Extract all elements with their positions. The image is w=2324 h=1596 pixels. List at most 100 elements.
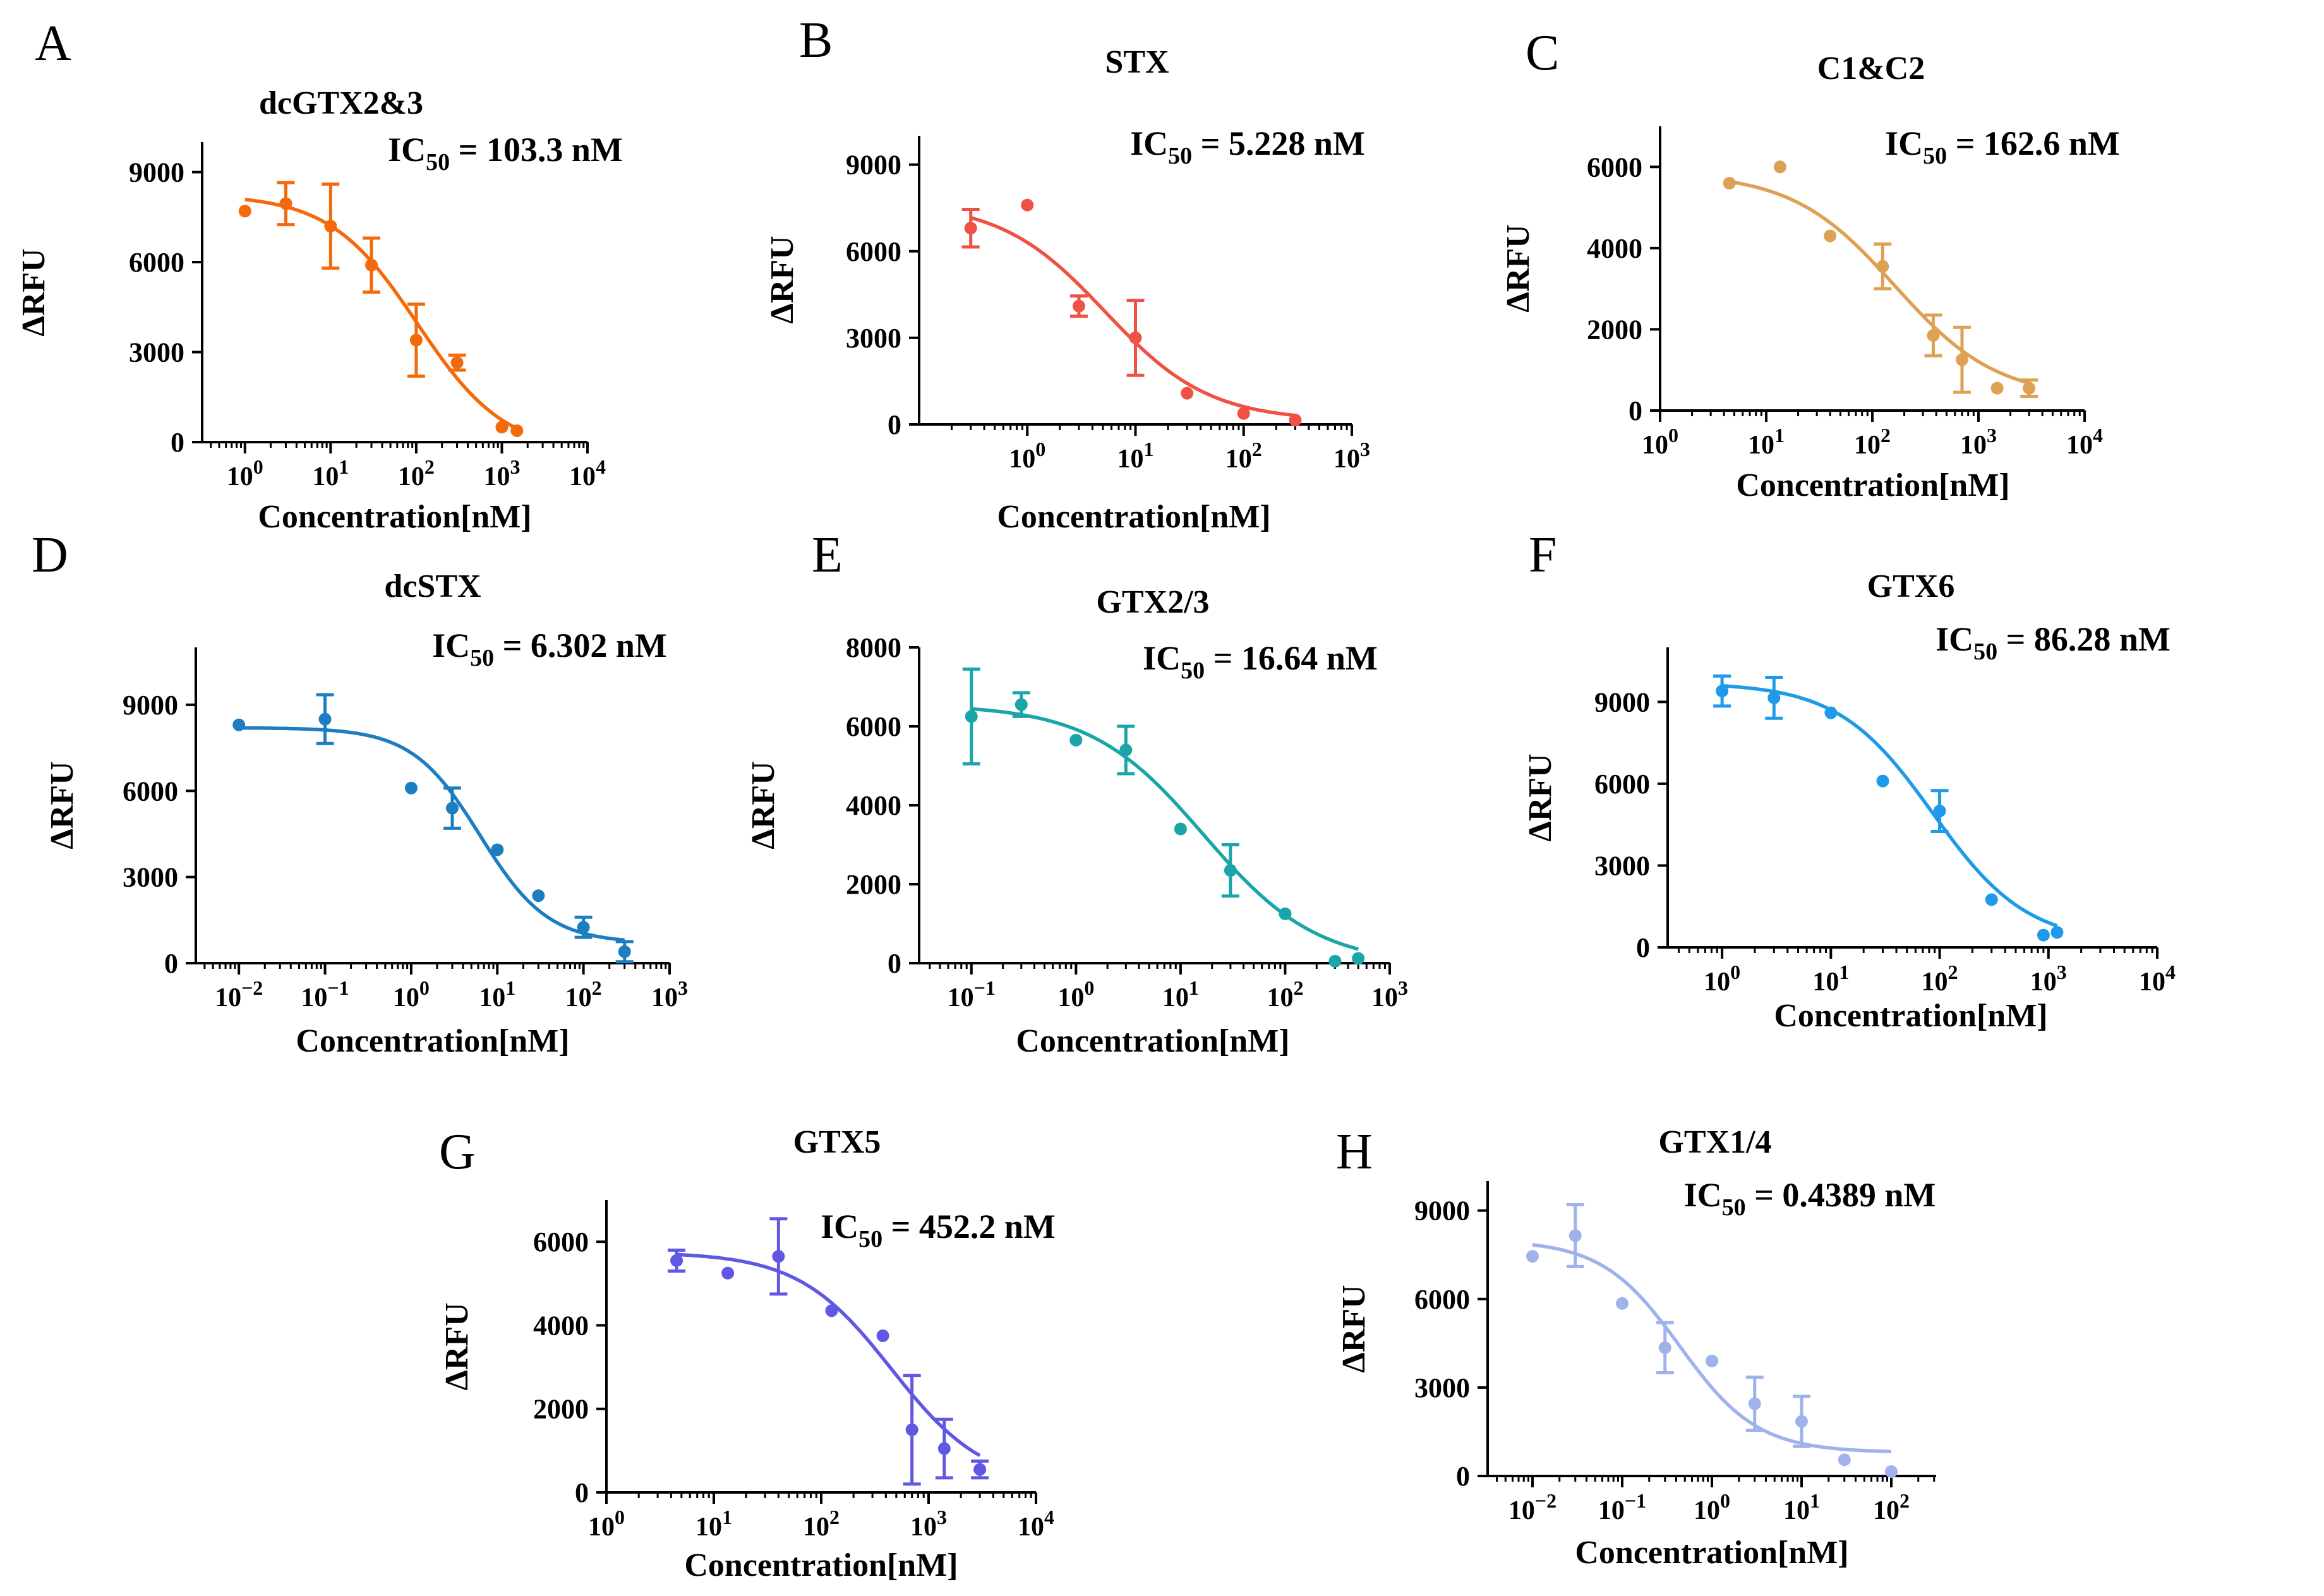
y-tick-label: 6000	[846, 711, 901, 742]
x-tick-label: 103	[1960, 424, 1997, 460]
data-point	[365, 258, 378, 272]
data-point	[1352, 952, 1365, 965]
ic50-subscript: 50	[1168, 143, 1192, 169]
data-point	[409, 333, 423, 347]
y-tick-label: 4000	[533, 1310, 589, 1341]
x-tick-base: 10	[569, 462, 596, 491]
data-point	[1568, 1229, 1582, 1242]
chart-title: dcSTX	[384, 568, 481, 604]
chart-title: dcGTX2&3	[259, 85, 423, 121]
x-tick-base: 10	[301, 983, 327, 1012]
y-tick-label: 9000	[1414, 1196, 1470, 1227]
x-tick-exponent: 3	[1360, 438, 1370, 460]
x-tick-label: 10−2	[1508, 1489, 1556, 1525]
x-axis-label: Concentration[nM]	[1736, 467, 2009, 503]
x-tick-base: 10	[227, 462, 253, 491]
ic50-prefix: IC	[1936, 620, 1973, 658]
x-tick-label: 103	[1334, 438, 1370, 474]
x-tick-base: 10	[803, 1513, 829, 1542]
x-tick-exponent: −2	[1535, 1489, 1556, 1512]
ic50-prefix: IC	[821, 1208, 858, 1245]
x-tick-label: 101	[312, 455, 349, 491]
y-tick-label: 0	[1636, 932, 1650, 963]
ic50-subscript: 50	[858, 1226, 882, 1252]
fit-curve	[970, 216, 1296, 417]
y-tick-label: 2000	[846, 869, 901, 900]
x-tick-base: 10	[2030, 968, 2057, 997]
x-axis-label: Concentration[nM]	[1774, 998, 2047, 1034]
x-tick-label: 101	[1783, 1489, 1820, 1525]
data-point	[1289, 414, 1302, 427]
x-tick-base: 10	[1057, 983, 1084, 1012]
x-tick-label: 102	[1225, 438, 1262, 474]
data-point	[1795, 1415, 1808, 1428]
x-tick-base: 10	[1009, 445, 1035, 474]
ic50-label: IC50 = 103.3 nM	[388, 131, 623, 176]
ic50-value: = 5.228 nM	[1192, 124, 1365, 162]
x-tick-label: 103	[483, 455, 520, 491]
x-tick-exponent: 0	[1668, 424, 1678, 447]
x-tick-exponent: 3	[1398, 976, 1408, 999]
data-point	[510, 424, 524, 437]
y-axis-label: ΔRFU	[439, 1302, 475, 1390]
ic50-value: = 0.4389 nM	[1746, 1176, 1936, 1214]
x-tick-exponent: −1	[974, 976, 996, 999]
data-point	[1985, 893, 1998, 906]
x-tick-label: 100	[393, 976, 430, 1012]
data-point	[1838, 1453, 1851, 1467]
x-tick-base: 10	[1873, 1496, 1900, 1525]
x-tick-exponent: −2	[241, 976, 263, 999]
x-tick-label: 10−1	[1598, 1489, 1646, 1525]
ic50-label: IC50 = 6.302 nM	[432, 627, 667, 671]
x-tick-exponent: 3	[678, 976, 688, 999]
y-tick-label: 0	[888, 409, 901, 440]
x-tick-exponent: 4	[596, 455, 606, 478]
x-tick-base: 10	[1922, 968, 1948, 997]
x-tick-base: 10	[1748, 431, 1774, 460]
x-tick-label: 100	[1009, 438, 1045, 474]
y-tick-label: 3000	[129, 337, 184, 368]
data-point	[1885, 1465, 1898, 1478]
x-tick-exponent: 0	[1720, 1489, 1730, 1512]
y-tick-label: 0	[171, 427, 184, 458]
x-tick-base: 10	[1598, 1496, 1625, 1525]
data-point	[1021, 198, 1034, 212]
x-tick-label: 101	[479, 976, 515, 1012]
x-tick-label: 10−1	[948, 976, 996, 1012]
x-tick-label: 10−2	[215, 976, 263, 1012]
data-point	[495, 421, 509, 434]
data-point	[825, 1304, 838, 1317]
fit-curve	[244, 198, 518, 430]
ic50-label: IC50 = 5.228 nM	[1130, 124, 1365, 169]
x-tick-exponent: 1	[1839, 961, 1849, 983]
data-point	[1526, 1250, 1539, 1263]
x-tick-label: 100	[1704, 961, 1740, 997]
data-point	[577, 921, 590, 934]
y-axis-label: ΔRFU	[44, 761, 80, 849]
chart-title: GTX6	[1867, 568, 1955, 604]
x-tick-label: 10−1	[301, 976, 349, 1012]
x-tick-label: 104	[569, 455, 606, 491]
ic50-subscript: 50	[1923, 143, 1947, 169]
x-tick-exponent: 2	[424, 455, 435, 478]
x-tick-exponent: 0	[615, 1506, 625, 1528]
x-tick-exponent: 2	[1948, 961, 1958, 983]
data-point	[1181, 387, 1194, 400]
x-tick-exponent: 1	[339, 455, 349, 478]
ic50-prefix: IC	[1143, 639, 1181, 677]
data-point	[2037, 928, 2050, 942]
data-point	[1773, 160, 1786, 174]
x-tick-exponent: 2	[829, 1506, 840, 1528]
ic50-label: IC50 = 0.4389 nM	[1684, 1176, 1936, 1221]
y-tick-label: 3000	[846, 323, 901, 354]
x-axis-label: Concentration[nM]	[1575, 1535, 1848, 1571]
y-tick-label: 6000	[846, 236, 901, 267]
x-tick-exponent: 4	[1044, 1506, 1054, 1528]
data-point	[1955, 353, 1968, 366]
panel-letter: G	[439, 1124, 476, 1180]
chart-title: GTX2/3	[1096, 584, 1209, 620]
x-tick-label: 104	[2066, 424, 2103, 460]
